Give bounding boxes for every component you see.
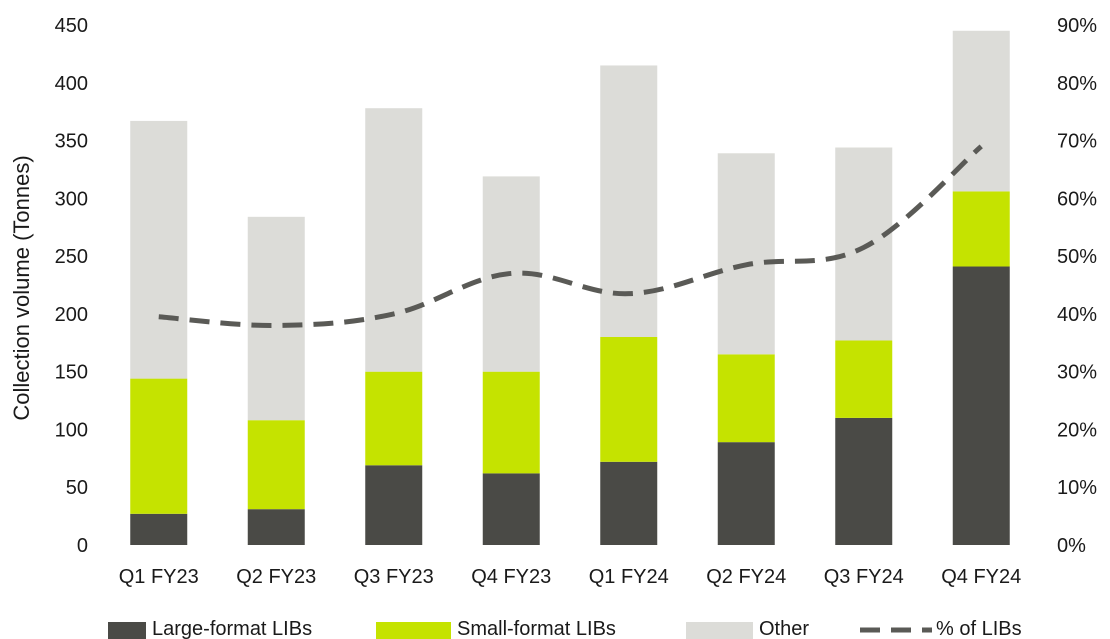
right-tick-label: 20% bbox=[1057, 419, 1097, 441]
legend-swatch-other bbox=[686, 622, 753, 639]
category-labels: Q1 FY23 Q2 FY23 Q3 FY23 Q4 FY23 Q1 FY24 Q2 FY… bbox=[119, 566, 1022, 588]
right-tick-label: 70% bbox=[1057, 131, 1097, 153]
legend-label-small-format: Small-format LIBs bbox=[457, 618, 616, 639]
bar-large-format-libs bbox=[130, 513, 188, 545]
bar-large-format-libs bbox=[247, 509, 305, 545]
left-tick-label: 0 bbox=[77, 535, 88, 557]
left-tick-label: 50 bbox=[66, 477, 88, 499]
category-label: Q1 FY23 bbox=[119, 566, 199, 588]
bar-small-format-libs bbox=[247, 420, 305, 510]
legend-label-pct-libs: % of LIBs bbox=[936, 618, 1022, 639]
bar-large-format-libs bbox=[482, 473, 540, 545]
left-tick-label: 200 bbox=[55, 304, 88, 326]
category-label: Q3 FY23 bbox=[354, 566, 434, 588]
y-axis-label: Collection volume (Tonnes) bbox=[9, 155, 34, 420]
right-tick-label: 30% bbox=[1057, 362, 1097, 384]
bar-large-format-libs bbox=[952, 266, 1010, 545]
category-label: Q4 FY24 bbox=[941, 566, 1021, 588]
bar-small-format-libs bbox=[482, 371, 540, 474]
left-tick-label: 250 bbox=[55, 246, 88, 268]
left-tick-label: 100 bbox=[55, 419, 88, 441]
bar-other bbox=[247, 216, 305, 421]
bar-large-format-libs bbox=[717, 442, 775, 545]
right-tick-label: 0% bbox=[1057, 535, 1086, 557]
legend-swatch-small-format bbox=[376, 622, 451, 639]
bar-other bbox=[600, 65, 658, 337]
bar-large-format-libs bbox=[600, 461, 658, 545]
category-label: Q3 FY24 bbox=[824, 566, 904, 588]
bar-small-format-libs bbox=[130, 378, 188, 514]
category-label: Q2 FY24 bbox=[706, 566, 786, 588]
right-tick-label: 50% bbox=[1057, 246, 1097, 268]
left-tick-label: 450 bbox=[55, 15, 88, 37]
bar-other bbox=[717, 153, 775, 355]
bar-small-format-libs bbox=[952, 191, 1010, 267]
left-tick-label: 300 bbox=[55, 188, 88, 210]
left-tick-label: 150 bbox=[55, 362, 88, 384]
right-tick-label: 60% bbox=[1057, 188, 1097, 210]
legend-label-other: Other bbox=[759, 618, 809, 639]
legend: Large-format LIBs Small-format LIBs Othe… bbox=[108, 618, 1022, 639]
legend-label-large-format: Large-format LIBs bbox=[152, 618, 312, 639]
bar-other bbox=[130, 120, 188, 379]
left-axis-ticks: 0 50 100 150 200 250 300 350 400 450 bbox=[55, 15, 88, 557]
bar-small-format-libs bbox=[600, 337, 658, 462]
right-axis-ticks: 0% 10% 20% 30% 40% 50% 60% 70% 80% 90% bbox=[1057, 15, 1097, 557]
right-tick-label: 10% bbox=[1057, 477, 1097, 499]
right-tick-label: 80% bbox=[1057, 73, 1097, 95]
bar-small-format-libs bbox=[365, 371, 423, 466]
bar-small-format-libs bbox=[717, 354, 775, 443]
legend-swatch-large-format bbox=[108, 622, 146, 639]
category-label: Q2 FY23 bbox=[236, 566, 316, 588]
right-tick-label: 90% bbox=[1057, 15, 1097, 37]
left-tick-label: 400 bbox=[55, 73, 88, 95]
right-tick-label: 40% bbox=[1057, 304, 1097, 326]
category-label: Q4 FY23 bbox=[471, 566, 551, 588]
bar-other bbox=[835, 147, 893, 341]
bar-large-format-libs bbox=[835, 417, 893, 545]
left-tick-label: 350 bbox=[55, 131, 88, 153]
series-line-pct-libs bbox=[158, 144, 983, 328]
bars bbox=[130, 30, 1010, 545]
category-label: Q1 FY24 bbox=[589, 566, 669, 588]
bar-large-format-libs bbox=[365, 465, 423, 545]
bar-other bbox=[365, 108, 423, 372]
bar-small-format-libs bbox=[835, 340, 893, 418]
